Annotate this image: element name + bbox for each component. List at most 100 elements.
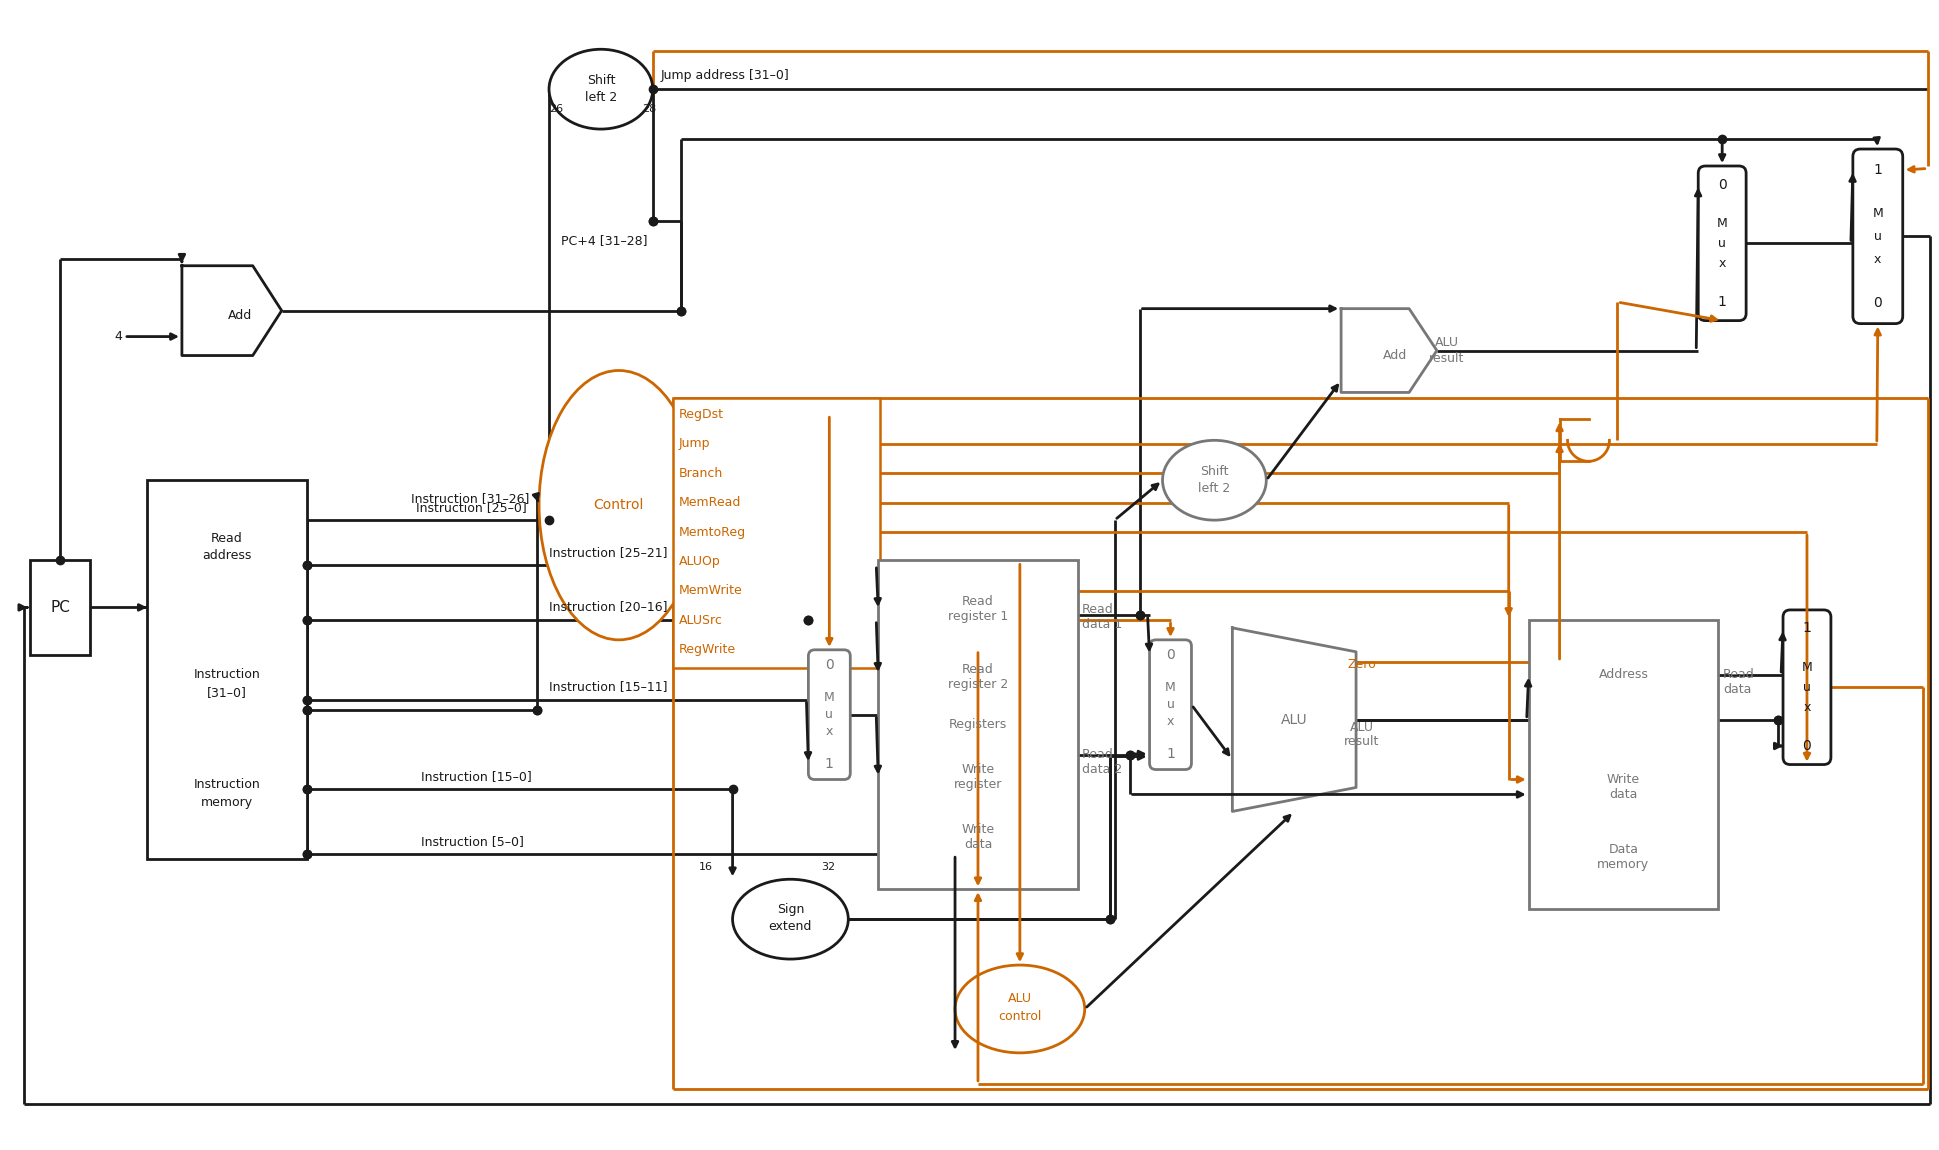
Text: Read: Read [962,596,995,608]
Text: 4: 4 [114,330,122,343]
Text: Read: Read [1082,604,1113,616]
Text: Registers: Registers [948,718,1006,731]
Text: 1: 1 [1718,296,1726,309]
Text: Write: Write [962,764,995,776]
Text: Read: Read [962,664,995,676]
Text: u: u [1803,681,1811,693]
Text: data 1: data 1 [1082,619,1123,631]
Text: result: result [1344,735,1381,749]
Bar [878,560,1078,889]
Polygon shape [182,266,281,355]
Text: register 2: register 2 [948,678,1008,691]
Polygon shape [1342,308,1437,392]
Text: Read: Read [1082,748,1113,761]
Text: Instruction [15–11]: Instruction [15–11] [549,681,667,693]
Text: 28: 28 [642,105,655,114]
Polygon shape [1233,628,1355,812]
Text: Shift: Shift [588,74,615,86]
Text: 16: 16 [698,862,714,873]
Text: u: u [826,708,834,721]
Text: left 2: left 2 [586,91,617,103]
Text: Jump: Jump [679,437,710,451]
Text: Instruction [25–0]: Instruction [25–0] [417,500,527,514]
Text: left 2: left 2 [1198,482,1231,494]
Text: x: x [1803,700,1811,714]
Text: MemtoReg: MemtoReg [679,526,747,538]
Text: u: u [1167,698,1175,711]
Text: ALU: ALU [1350,721,1375,734]
Text: Write: Write [1607,773,1640,785]
Ellipse shape [539,370,698,639]
Text: Instruction [25–21]: Instruction [25–21] [549,545,667,559]
Text: PC+4 [31–28]: PC+4 [31–28] [560,235,648,247]
Text: Read: Read [1724,668,1755,681]
Text: 1: 1 [824,757,834,770]
Text: address: address [202,549,252,561]
Text: Instruction [5–0]: Instruction [5–0] [421,835,524,848]
Text: Shift: Shift [1200,465,1229,477]
Text: RegDst: RegDst [679,408,723,421]
Text: 0: 0 [1718,177,1726,192]
Text: memory: memory [1598,858,1650,871]
Text: Instruction [15–0]: Instruction [15–0] [421,770,531,783]
Text: x: x [1167,715,1175,728]
Text: M: M [1716,216,1728,230]
Text: RegWrite: RegWrite [679,643,735,657]
Text: 32: 32 [822,862,836,873]
Text: data: data [1609,788,1638,800]
Ellipse shape [1163,440,1266,520]
Text: data 2: data 2 [1082,764,1123,776]
Text: Instruction [20–16]: Instruction [20–16] [549,600,667,613]
Text: Jump address [31–0]: Jump address [31–0] [661,69,789,82]
Ellipse shape [733,880,847,959]
Text: ALU: ALU [1435,336,1458,350]
Bar [31,560,89,654]
Text: Branch: Branch [679,467,723,480]
Text: register 1: register 1 [948,611,1008,623]
Text: Add: Add [227,309,252,322]
Text: M: M [824,691,834,704]
Polygon shape [1559,420,1609,461]
Text: PC: PC [50,600,70,615]
Text: Sign: Sign [778,903,805,915]
Text: 1: 1 [1803,621,1811,636]
FancyBboxPatch shape [1699,166,1747,321]
Ellipse shape [956,965,1084,1053]
Text: [31–0]: [31–0] [207,687,246,699]
Text: Add: Add [1383,350,1408,362]
Text: control: control [999,1011,1041,1024]
Text: 0: 0 [1803,739,1811,753]
Text: M: M [1801,660,1813,674]
Text: u: u [1718,237,1726,250]
Text: u: u [1873,230,1881,243]
Text: 1: 1 [1873,163,1883,177]
Text: Instruction [31–26]: Instruction [31–26] [411,492,529,505]
Text: MemWrite: MemWrite [679,584,743,598]
Text: x: x [826,724,834,738]
FancyBboxPatch shape [1854,150,1902,323]
Text: Control: Control [593,498,644,512]
Text: register: register [954,779,1002,791]
Text: 0: 0 [824,659,834,673]
Text: Address: Address [1598,668,1648,681]
Text: data: data [964,838,993,851]
Bar [147,481,306,859]
FancyBboxPatch shape [809,650,851,780]
Text: memory: memory [202,796,252,808]
Bar [673,398,880,668]
Text: data: data [1724,683,1751,696]
Ellipse shape [549,49,653,129]
Text: result: result [1429,352,1464,365]
Text: ALU: ALU [1008,992,1032,1005]
Text: 1: 1 [1165,748,1175,761]
FancyBboxPatch shape [1784,610,1830,765]
Text: Zero: Zero [1348,658,1377,672]
Text: M: M [1165,681,1175,695]
Text: MemRead: MemRead [679,496,741,509]
FancyBboxPatch shape [1150,639,1191,769]
Text: ALU: ALU [1282,713,1307,727]
Text: 0: 0 [1165,649,1175,662]
Bar [1528,620,1718,910]
Text: x: x [1718,256,1726,270]
Text: Write: Write [962,823,995,836]
